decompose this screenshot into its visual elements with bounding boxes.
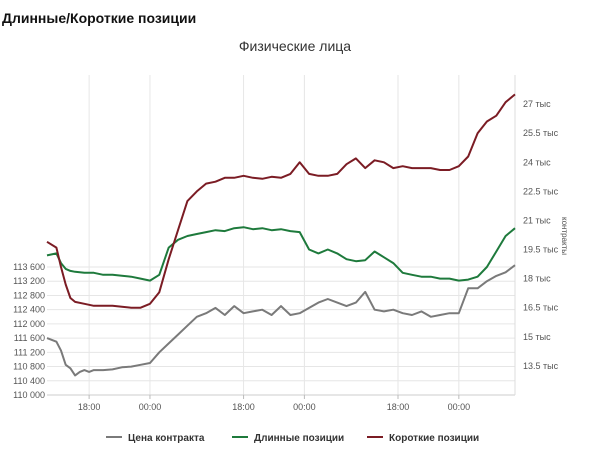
- y2-axis-label: контракты: [560, 217, 569, 255]
- y2-tick-label: 15 тыс: [523, 332, 551, 342]
- y-tick-label: 110 800: [13, 362, 45, 372]
- x-tick-label: 18:00: [232, 402, 255, 412]
- y2-tick-label: 13.5 тыс: [523, 361, 559, 371]
- series-line-short: [46, 93, 516, 309]
- y2-tick-label: 19.5 тыс: [523, 245, 559, 255]
- y2-tick-label: 25.5 тыс: [523, 128, 559, 138]
- y-tick-label: 112 000: [13, 319, 45, 329]
- series-lines: [46, 93, 516, 377]
- y2-tick-label: 16.5 тыс: [523, 303, 559, 313]
- legend-label-price: Цена контракта: [128, 433, 205, 444]
- y2-tick-label: 21 тыс: [523, 215, 551, 225]
- legend-label-long: Длинные позиции: [254, 433, 344, 444]
- y2-tick-label: 24 тыс: [523, 157, 551, 167]
- x-tick-label: 18:00: [387, 402, 410, 412]
- y2-tick-label: 22.5 тыс: [523, 186, 559, 196]
- x-tick-label: 00:00: [448, 402, 471, 412]
- y2-tick-label: 18 тыс: [523, 274, 551, 284]
- page-heading: Длинные/Короткие позиции: [2, 10, 197, 26]
- grid: [47, 75, 516, 396]
- legend-label-short: Короткие позиции: [389, 433, 479, 444]
- y-tick-label: 112 800: [13, 290, 45, 300]
- series-line-price: [46, 264, 516, 377]
- y-tick-label: 110 000: [13, 390, 45, 400]
- x-tick-label: 00:00: [139, 402, 162, 412]
- y-tick-label: 111 600: [14, 333, 45, 343]
- y-tick-label: 112 400: [13, 305, 45, 315]
- y-axis-left: 110 000 110 400 110 800 111 200 111 600 112 0…: [13, 262, 45, 400]
- y-tick-label: 113 600: [13, 262, 45, 272]
- y-tick-label: 113 200: [13, 276, 45, 286]
- chart-title: Физические лица: [239, 38, 351, 54]
- y-tick-label: 110 400: [13, 376, 45, 386]
- x-tick-label: 00:00: [293, 402, 316, 412]
- y-axis-right: 13.5 тыс 15 тыс 16.5 тыс 18 тыс 19.5 тыс 21 т…: [523, 99, 559, 371]
- series-line-long: [46, 226, 516, 282]
- x-axis: 18:00 00:00 18:00 00:00 18:00 00:00: [78, 395, 470, 412]
- y-tick-label: 111 200: [14, 347, 45, 357]
- legend: Цена контракта Длинные позиции Короткие по…: [106, 433, 479, 444]
- y2-tick-label: 27 тыс: [523, 99, 551, 109]
- x-tick-label: 18:00: [78, 402, 101, 412]
